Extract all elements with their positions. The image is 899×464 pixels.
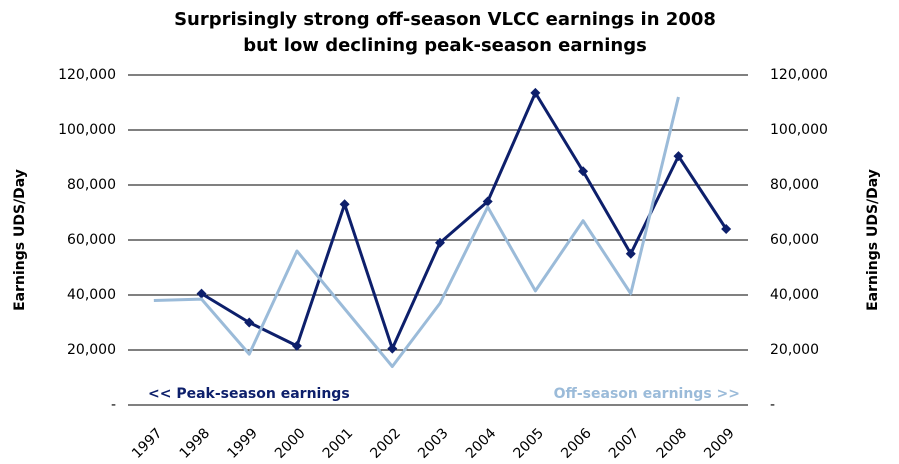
x-tick-label: 2005: [511, 425, 548, 462]
x-tick-label: 2000: [272, 425, 309, 462]
x-tick-label: 2004: [463, 425, 500, 462]
marker: [435, 237, 445, 248]
y-tick-label: 60,000: [67, 232, 116, 248]
marker: [578, 166, 589, 177]
marker: [625, 248, 636, 259]
y-tick-label: 80,000: [67, 177, 116, 193]
chart-title: Surprisingly strong off-season VLCC earn…: [174, 9, 716, 30]
marker: [387, 343, 398, 354]
marker: [339, 199, 350, 210]
series-line: [200, 91, 728, 351]
x-tick-label: 2006: [558, 425, 595, 462]
series-line: [153, 96, 680, 368]
x-tick-label: 1999: [224, 425, 261, 462]
chart-title: but low declining peak-season earnings: [243, 35, 647, 56]
y2-tick-label: 60,000: [770, 232, 819, 248]
x-tick-label: 1997: [129, 425, 166, 462]
legend-entry: Off-season earnings >>: [554, 386, 740, 402]
y2-tick-label: 100,000: [770, 122, 828, 138]
x-tick-label: 2002: [367, 425, 404, 462]
x-tick-label: 2008: [654, 425, 691, 462]
y-tick-label: 20,000: [67, 342, 116, 358]
marker: [673, 151, 684, 162]
x-tick-label: 2001: [320, 425, 357, 462]
x-tick-label: 1998: [177, 425, 214, 462]
marker: [291, 340, 302, 351]
x-tick-label: 2007: [606, 425, 643, 462]
y2-tick-label: 120,000: [770, 67, 828, 83]
y2-tick-label: 20,000: [770, 342, 819, 358]
y2-tick-label: -: [770, 397, 775, 413]
y-tick-label: 40,000: [67, 287, 116, 303]
y-tick-label: 100,000: [58, 122, 116, 138]
marker: [530, 87, 541, 98]
y2-tick-label: 80,000: [770, 177, 819, 193]
legend-entry: << Peak-season earnings: [148, 386, 350, 402]
marker: [196, 288, 207, 299]
marker: [244, 317, 255, 328]
marker: [482, 196, 493, 207]
y-tick-label: 120,000: [58, 67, 116, 83]
y-axis-title: Earnings UDS/Day: [12, 169, 28, 311]
y2-tick-label: 40,000: [770, 287, 819, 303]
marker: [721, 224, 732, 234]
y2-axis-title: Earnings UDS/Day: [865, 169, 881, 311]
x-tick-label: 2003: [415, 425, 452, 462]
y-tick-label: -: [111, 397, 116, 413]
x-tick-label: 2009: [701, 425, 738, 462]
